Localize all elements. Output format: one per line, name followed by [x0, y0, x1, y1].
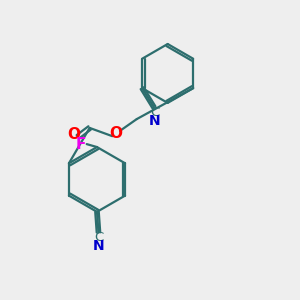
Text: O: O [67, 127, 80, 142]
Text: C: C [94, 231, 103, 244]
Text: O: O [110, 126, 123, 141]
Text: N: N [93, 239, 104, 253]
Text: N: N [149, 114, 160, 128]
Text: C: C [150, 106, 159, 119]
Text: F: F [76, 136, 86, 152]
